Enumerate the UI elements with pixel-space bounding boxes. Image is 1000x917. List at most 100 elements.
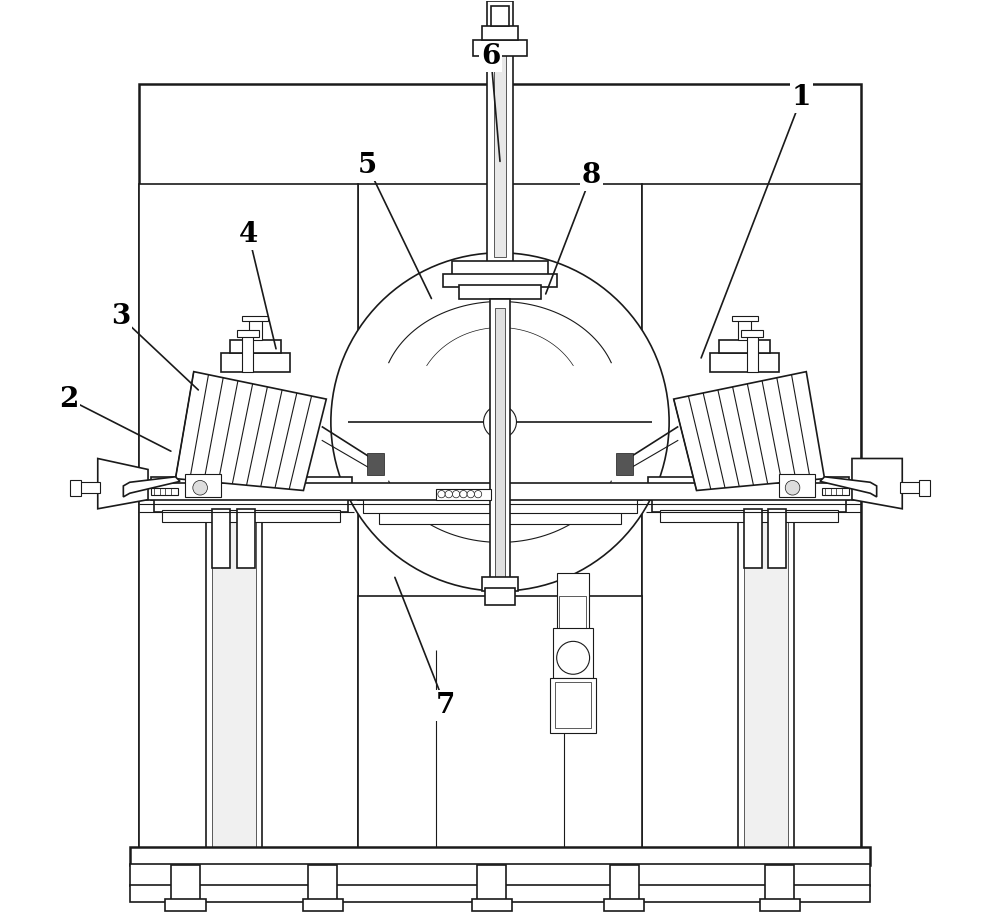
Bar bbox=[379, 512, 621, 525]
Bar bbox=[171, 866, 200, 902]
Bar bbox=[779, 474, 815, 497]
Bar bbox=[652, 497, 846, 512]
Bar bbox=[212, 523, 256, 856]
Circle shape bbox=[193, 481, 207, 495]
Bar bbox=[139, 483, 861, 500]
Polygon shape bbox=[674, 371, 825, 491]
Bar bbox=[139, 184, 358, 861]
Bar bbox=[206, 514, 262, 861]
Bar bbox=[212, 509, 230, 569]
Text: 6: 6 bbox=[481, 43, 501, 70]
Bar bbox=[610, 866, 639, 902]
Bar bbox=[732, 315, 758, 321]
Circle shape bbox=[484, 405, 516, 438]
Bar bbox=[358, 486, 642, 500]
Polygon shape bbox=[123, 477, 180, 497]
Bar bbox=[130, 885, 870, 902]
Bar bbox=[162, 510, 340, 523]
Circle shape bbox=[452, 491, 460, 498]
Text: 5: 5 bbox=[358, 152, 377, 180]
Circle shape bbox=[474, 491, 482, 498]
Bar bbox=[900, 482, 921, 493]
Bar bbox=[557, 573, 589, 632]
Bar bbox=[242, 315, 268, 321]
Bar bbox=[822, 488, 849, 495]
Bar bbox=[744, 523, 788, 856]
Bar bbox=[472, 900, 512, 911]
Bar bbox=[151, 488, 178, 495]
Bar bbox=[436, 489, 491, 500]
Circle shape bbox=[460, 491, 467, 498]
Bar bbox=[495, 307, 505, 578]
Bar bbox=[151, 477, 352, 500]
Bar bbox=[452, 261, 548, 276]
Circle shape bbox=[438, 491, 445, 498]
Bar bbox=[494, 10, 506, 258]
Bar bbox=[555, 682, 591, 728]
Bar bbox=[165, 900, 206, 911]
Circle shape bbox=[557, 641, 590, 674]
Bar bbox=[237, 329, 259, 337]
Bar bbox=[443, 274, 557, 287]
Bar bbox=[473, 39, 527, 56]
Circle shape bbox=[445, 491, 452, 498]
Bar bbox=[482, 578, 518, 591]
Bar bbox=[367, 453, 384, 475]
Bar bbox=[747, 335, 758, 371]
Bar bbox=[490, 299, 510, 582]
Polygon shape bbox=[98, 458, 148, 509]
Circle shape bbox=[493, 414, 507, 429]
Bar bbox=[308, 866, 337, 902]
Bar bbox=[154, 497, 348, 512]
Bar bbox=[249, 319, 262, 339]
Bar bbox=[550, 678, 596, 733]
Bar bbox=[616, 453, 633, 475]
Text: 3: 3 bbox=[111, 304, 130, 330]
Bar bbox=[237, 509, 255, 569]
Bar bbox=[79, 482, 100, 493]
Polygon shape bbox=[820, 477, 877, 497]
Bar bbox=[553, 627, 593, 678]
Bar bbox=[221, 353, 290, 371]
Text: 2: 2 bbox=[59, 385, 78, 413]
Bar bbox=[242, 335, 253, 371]
Bar bbox=[459, 285, 541, 299]
Bar bbox=[358, 596, 642, 861]
Bar bbox=[487, 2, 513, 267]
Bar bbox=[482, 26, 518, 39]
Bar bbox=[738, 319, 751, 339]
Circle shape bbox=[467, 491, 474, 498]
Bar bbox=[70, 480, 81, 496]
Bar bbox=[372, 497, 628, 514]
Bar bbox=[660, 510, 838, 523]
Bar bbox=[648, 477, 849, 500]
Bar bbox=[477, 866, 506, 902]
Bar bbox=[765, 866, 794, 902]
Polygon shape bbox=[852, 458, 902, 509]
Bar bbox=[559, 596, 586, 632]
Bar bbox=[358, 184, 642, 861]
Polygon shape bbox=[175, 371, 326, 491]
Bar bbox=[744, 509, 762, 569]
Bar bbox=[741, 329, 763, 337]
Bar bbox=[719, 339, 770, 353]
Text: 7: 7 bbox=[435, 691, 455, 719]
Text: 8: 8 bbox=[582, 161, 601, 189]
Bar bbox=[760, 900, 800, 911]
Bar bbox=[738, 514, 794, 861]
Bar bbox=[485, 589, 515, 605]
Bar bbox=[130, 847, 870, 866]
Bar bbox=[303, 900, 343, 911]
Bar bbox=[604, 900, 644, 911]
Circle shape bbox=[331, 253, 669, 591]
Bar bbox=[139, 83, 861, 861]
Bar bbox=[710, 353, 779, 371]
Bar bbox=[919, 480, 930, 496]
Bar bbox=[642, 184, 861, 861]
Bar bbox=[363, 499, 637, 514]
Bar bbox=[768, 509, 786, 569]
Circle shape bbox=[785, 481, 800, 495]
Bar bbox=[185, 474, 221, 497]
Bar bbox=[130, 864, 870, 887]
Text: 1: 1 bbox=[792, 83, 811, 111]
